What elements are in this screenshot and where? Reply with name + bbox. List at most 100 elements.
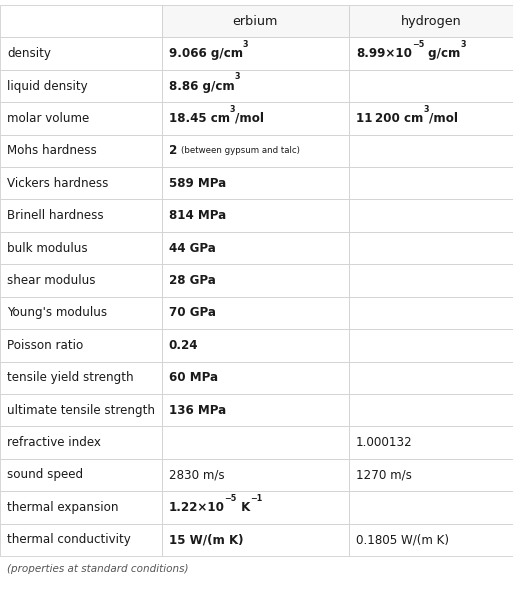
Bar (162, 329, 349, 362)
Text: 136 MPa: 136 MPa (169, 404, 226, 417)
Text: Vickers hardness: Vickers hardness (7, 177, 108, 190)
Text: 814 MPa: 814 MPa (169, 209, 226, 222)
Bar (0, 5, 162, 37)
Bar (162, 167, 349, 199)
Text: thermal expansion: thermal expansion (7, 501, 119, 514)
Text: −5: −5 (225, 494, 237, 503)
Bar (162, 199, 349, 232)
Bar (349, 199, 513, 232)
Bar (162, 296, 349, 329)
Text: ultimate tensile strength: ultimate tensile strength (7, 404, 155, 417)
Bar (0, 37, 162, 70)
Text: 3: 3 (230, 105, 235, 114)
Text: hydrogen: hydrogen (401, 15, 461, 28)
Text: shear modulus: shear modulus (7, 274, 95, 287)
Text: −5: −5 (412, 40, 424, 49)
Text: bulk modulus: bulk modulus (7, 241, 88, 254)
Bar (162, 135, 349, 167)
Bar (349, 37, 513, 70)
Bar (0, 459, 162, 491)
Bar (0, 70, 162, 102)
Text: molar volume: molar volume (7, 112, 89, 125)
Text: 3: 3 (423, 105, 429, 114)
Bar (162, 524, 349, 556)
Bar (349, 264, 513, 296)
Bar (349, 70, 513, 102)
Text: Mohs hardness: Mohs hardness (7, 144, 97, 157)
Bar (349, 362, 513, 394)
Bar (349, 167, 513, 199)
Text: 28 GPa: 28 GPa (169, 274, 215, 287)
Bar (349, 459, 513, 491)
Bar (349, 426, 513, 459)
Bar (162, 102, 349, 135)
Text: 3: 3 (461, 40, 466, 49)
Text: 2830 m/s: 2830 m/s (169, 468, 224, 482)
Text: density: density (7, 47, 51, 60)
Bar (162, 362, 349, 394)
Bar (162, 5, 349, 37)
Text: 18.45 cm: 18.45 cm (169, 112, 230, 125)
Bar (162, 491, 349, 524)
Bar (349, 296, 513, 329)
Bar (0, 167, 162, 199)
Bar (162, 394, 349, 426)
Bar (349, 394, 513, 426)
Text: 8.99×10: 8.99×10 (356, 47, 412, 60)
Text: −1: −1 (250, 494, 262, 503)
Text: Poisson ratio: Poisson ratio (7, 339, 83, 352)
Text: refractive index: refractive index (7, 436, 101, 449)
Text: (properties at standard conditions): (properties at standard conditions) (7, 564, 188, 574)
Text: 70 GPa: 70 GPa (169, 307, 215, 320)
Text: 0.24: 0.24 (169, 339, 198, 352)
Bar (349, 135, 513, 167)
Bar (349, 491, 513, 524)
Text: 589 MPa: 589 MPa (169, 177, 226, 190)
Bar (0, 329, 162, 362)
Bar (0, 264, 162, 296)
Text: sound speed: sound speed (7, 468, 83, 482)
Text: Brinell hardness: Brinell hardness (7, 209, 104, 222)
Text: 15 W/(m K): 15 W/(m K) (169, 533, 243, 546)
Bar (0, 362, 162, 394)
Bar (162, 459, 349, 491)
Text: thermal conductivity: thermal conductivity (7, 533, 131, 546)
Text: erbium: erbium (232, 15, 278, 28)
Text: 60 MPa: 60 MPa (169, 371, 218, 384)
Bar (0, 135, 162, 167)
Bar (0, 491, 162, 524)
Text: /mol: /mol (429, 112, 458, 125)
Bar (162, 37, 349, 70)
Text: g/cm: g/cm (424, 47, 461, 60)
Bar (0, 524, 162, 556)
Bar (349, 329, 513, 362)
Text: 44 GPa: 44 GPa (169, 241, 215, 254)
Bar (0, 199, 162, 232)
Text: liquid density: liquid density (7, 79, 88, 93)
Text: 3: 3 (234, 72, 240, 81)
Text: 3: 3 (243, 40, 248, 49)
Text: 8.86 g/cm: 8.86 g/cm (169, 79, 234, 93)
Text: /mol: /mol (235, 112, 264, 125)
Text: 1.000132: 1.000132 (356, 436, 412, 449)
Bar (0, 102, 162, 135)
Text: 2: 2 (169, 144, 177, 157)
Text: K: K (237, 501, 250, 514)
Bar (349, 102, 513, 135)
Text: 1270 m/s: 1270 m/s (356, 468, 412, 482)
Bar (349, 232, 513, 264)
Bar (162, 232, 349, 264)
Text: tensile yield strength: tensile yield strength (7, 371, 133, 384)
Bar (0, 426, 162, 459)
Text: 9.066 g/cm: 9.066 g/cm (169, 47, 243, 60)
Text: 1.22×10: 1.22×10 (169, 501, 225, 514)
Bar (162, 70, 349, 102)
Bar (162, 426, 349, 459)
Bar (0, 232, 162, 264)
Bar (349, 524, 513, 556)
Text: 11 200 cm: 11 200 cm (356, 112, 423, 125)
Bar (0, 296, 162, 329)
Text: 0.1805 W/(m K): 0.1805 W/(m K) (356, 533, 449, 546)
Bar (162, 264, 349, 296)
Text: Young's modulus: Young's modulus (7, 307, 107, 320)
